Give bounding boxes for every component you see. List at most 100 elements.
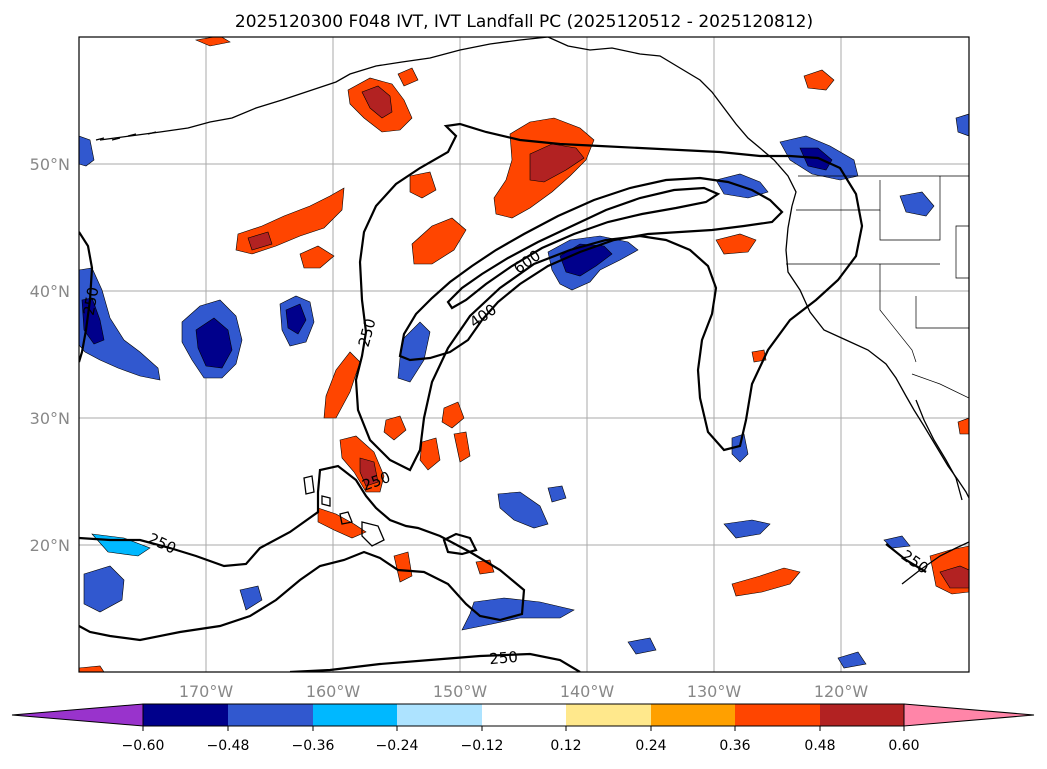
lon-label-140w: 140°W [560,682,615,701]
colorbar-extend-high [903,703,1035,727]
colorbar-segment [820,704,904,726]
lon-label-160w: 160°W [306,682,361,701]
pos-patch-28n-148w [419,437,441,471]
pos-patch-47n-153w [409,171,437,199]
coastline-baja [915,399,963,501]
pos-patch-44n-152w [411,217,467,265]
neg-patch-far-east [955,113,969,137]
colorbar: −0.60 −0.48 −0.36 −0.24 −0.12 0.12 0.24 … [11,703,1035,754]
contour-250-far-west [79,231,94,363]
coastline-hawaii [303,475,385,547]
colorbar-tick-label: −0.12 [461,738,504,754]
colorbar-tick-marks [142,726,905,731]
lat-tick-labels: 50°N 40°N 30°N 20°N [30,155,70,555]
colorbar-tick-label: 0.24 [635,738,666,754]
pos-patch-28n-144w [453,431,471,463]
colorbar-segment [313,704,397,726]
pos-patch-17n-128w [731,567,801,597]
contour-250-south [289,652,581,672]
neg-patch-22n-140w [497,491,549,529]
colorbar-tick-labels: −0.60 −0.48 −0.36 −0.24 −0.12 0.12 0.24 … [122,738,920,754]
pos-patch-18n-152w [393,551,413,583]
lat-label-40: 40°N [30,282,70,301]
coastline-gulf-of-alaska [547,37,797,207]
state-borders [786,175,969,399]
neg-core-far-west [81,297,105,345]
colorbar-tick-label: −0.24 [376,738,419,754]
pos-patch-43n-160w [299,245,335,269]
neg-patch-far-west [79,267,161,381]
coastline-mexico-south [901,541,969,585]
lon-label-170w: 170°W [179,682,234,701]
colorbar-tick-label: 0.48 [804,738,835,754]
colorbar-tick-label: −0.48 [207,738,250,754]
colorbar-segment [143,704,228,726]
colorbar-segment [735,704,820,726]
pos-patch-33n-158w [323,351,361,419]
lon-label-150w: 150°W [433,682,488,701]
colorbar-extend-low [11,703,144,727]
lat-label-20: 20°N [30,536,70,555]
lon-label-120w: 120°W [814,682,869,701]
neg-patch-sw-3 [239,585,263,611]
colorbar-tick-label: 0.60 [888,738,919,754]
neg-core-162w [285,303,307,335]
contour-400 [398,176,784,362]
colorbar-tick-label: 0.36 [719,738,750,754]
coastline-us-west [785,205,969,499]
border-id [879,176,941,241]
colorbar-tick-label: −0.36 [292,738,335,754]
colorbar-frame [142,703,905,727]
figure-title: 2025120300 F048 IVT, IVT Landfall PC (20… [235,12,813,32]
pos-core-17n-110w [939,565,969,589]
neg-patch-far-sw [83,565,125,613]
pos-patch-29n-111w [957,417,969,435]
lat-label-50: 50°N [30,155,70,174]
contour-250-small-loop [442,532,478,556]
neg-core-50n-125w [799,147,833,171]
pos-patch-33n-126w [751,349,767,363]
coastline-alaska [99,37,549,141]
neg-core-170w [195,317,233,369]
lon-tick-labels: 170°W 160°W 150°W 140°W 130°W 120°W [179,682,869,701]
pos-patch-55n-127w [803,69,835,91]
contour-600 [446,186,721,310]
border-us-mexico [911,373,969,399]
contour-label-250: 250 [80,285,103,316]
contour-250-southeast [885,543,927,573]
neg-patch-north-east [899,191,935,217]
coastlines [95,37,969,585]
border-ca-nv [879,264,917,363]
colorbar-segment [482,704,566,726]
neg-patch-23n-136w [547,485,567,503]
positive-anomaly-patches [79,37,969,672]
contour-250-sw-loop [79,464,526,642]
pos-patch-31n-146w [441,401,465,429]
colorbar-segment [566,704,651,726]
pos-patch-south-west [79,665,105,672]
pos-patch-42n-131w [715,233,757,255]
pos-core-28n-156w [359,457,379,487]
pos-patch-30n-151w [383,415,407,441]
lat-label-30: 30°N [30,409,70,428]
border-nv-az [915,296,969,329]
colorbar-tick-label: −0.60 [122,738,165,754]
ivt-contours [79,122,927,672]
pos-patch-57n-148w [397,67,419,87]
neg-patch-south-1 [627,637,657,655]
neg-patch-north-west [79,135,95,167]
colorbar-segment [397,704,482,726]
contour-250-main [354,122,864,472]
colorbar-tick-label: 0.12 [550,738,581,754]
neg-patch-35n-154w [397,321,431,383]
colorbar-segment [651,704,735,726]
lon-label-130w: 130°W [687,682,742,701]
neg-patch-20n-127w [723,519,771,539]
coastline-aleutians [95,131,157,141]
border-ut [955,225,969,279]
map-panel: 250 250 250 250 250 250 400 600 [78,36,970,673]
neg-patch-south-2 [837,651,867,669]
neg-core-41n-141w [559,243,613,277]
